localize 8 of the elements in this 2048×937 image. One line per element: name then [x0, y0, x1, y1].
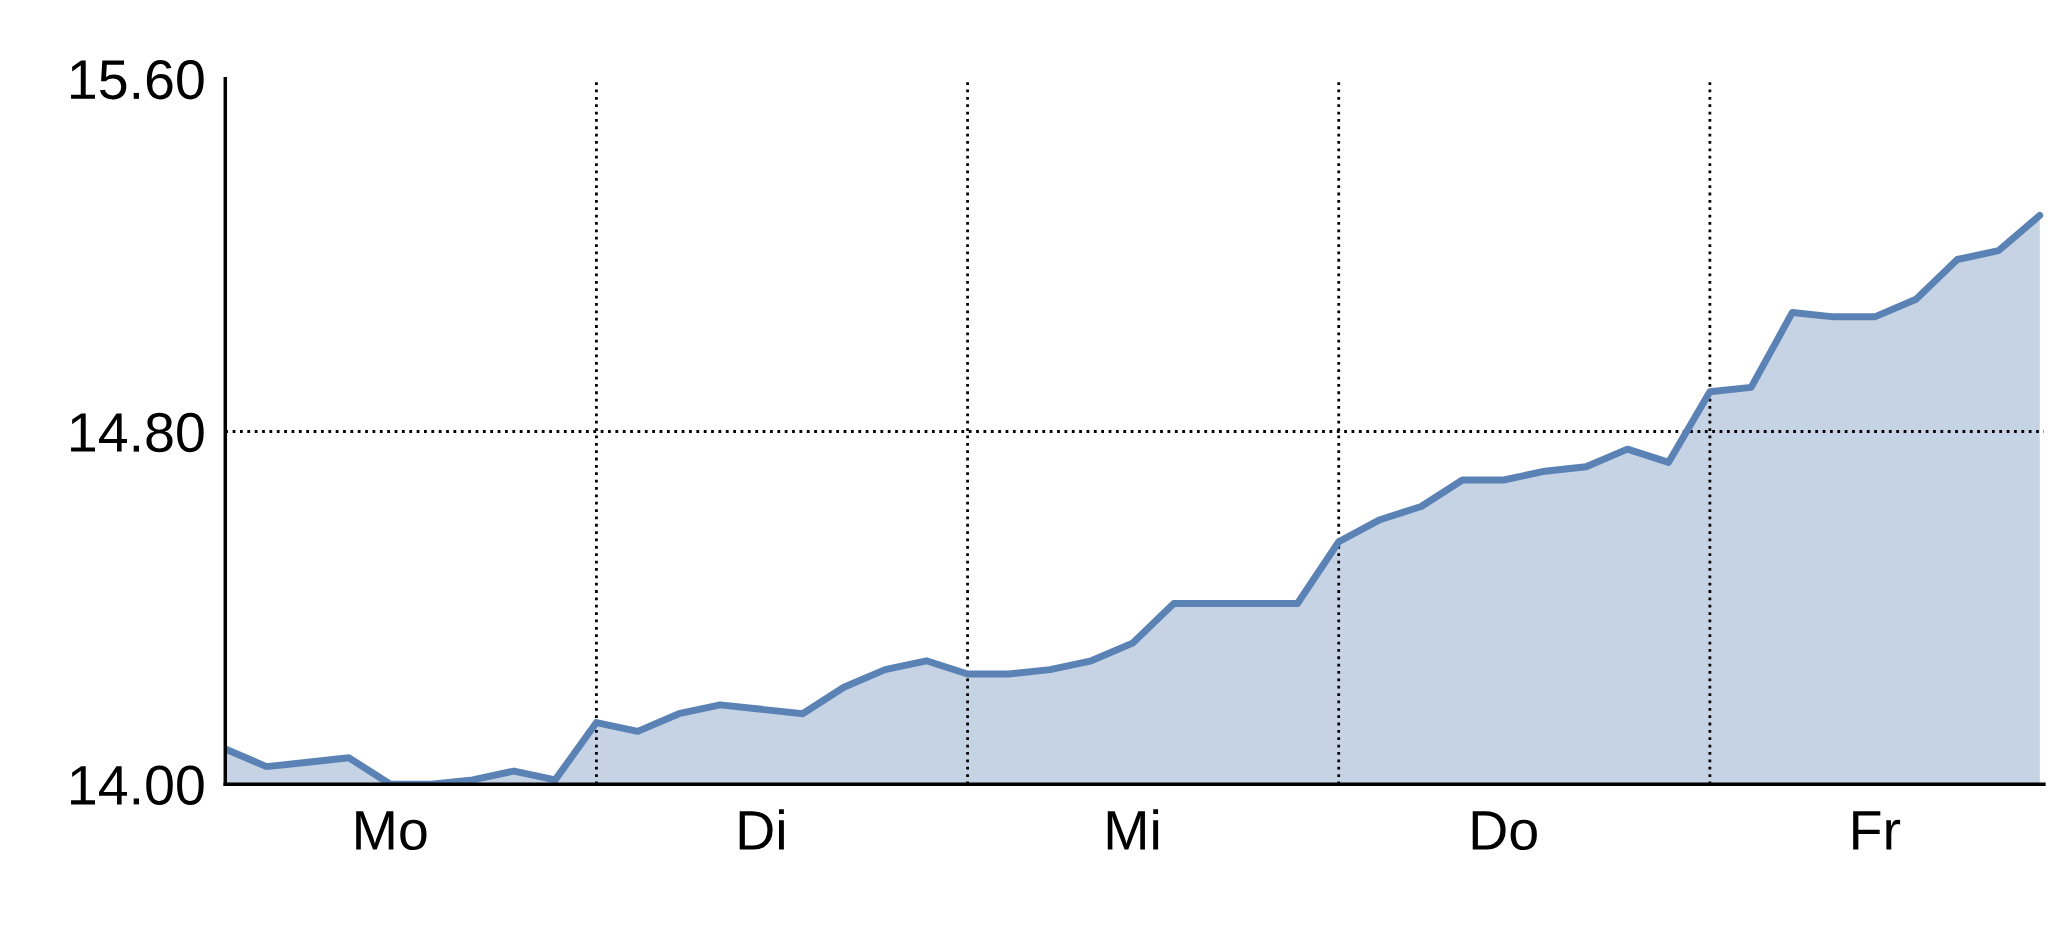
y-tick-label: 14.00 — [71, 765, 204, 805]
x-tick-label: Di — [739, 809, 784, 850]
x-tick-label: Mo — [356, 811, 427, 851]
y-tick-label: 14.80 — [71, 412, 204, 453]
x-tick-label: Fr — [1853, 811, 1901, 850]
y-tick-label: 15.60 — [71, 60, 204, 100]
x-tick-label: Mi — [1107, 809, 1159, 850]
x-tick-label: Do — [1472, 811, 1537, 851]
